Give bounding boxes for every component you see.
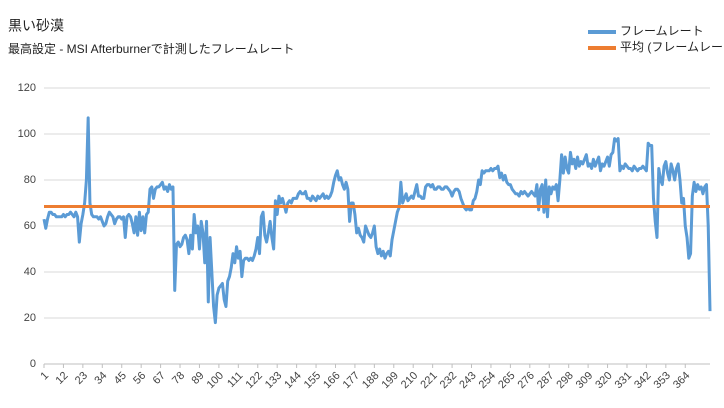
x-tick-label: 188 [360,370,381,391]
x-tick-label: 276 [516,370,537,391]
x-tick-label: 155 [302,370,323,391]
legend-label: フレームレート [620,24,704,38]
x-tick-label: 111 [225,370,245,390]
legend-label: 平均 (フレームレート) [620,40,724,54]
chart-title: 黒い砂漠 [8,18,64,34]
y-tick-label: 120 [18,82,36,94]
y-tick-label: 60 [24,220,36,232]
x-tick-label: 320 [593,370,614,391]
chart-subtitle: 最高設定 - MSI Afterburnerで計測したフレームレート [8,41,294,56]
x-tick-label: 298 [554,370,575,391]
x-tick-label: 1 [38,370,51,383]
x-tick-label: 210 [399,370,420,391]
x-tick-label: 364 [671,370,692,391]
y-tick-label: 80 [24,174,36,186]
x-tick-label: 331 [613,370,634,391]
x-tick-label: 353 [652,370,673,391]
x-tick-label: 232 [438,370,459,391]
x-tick-label: 342 [632,370,653,391]
x-tick-label: 78 [170,370,187,387]
x-tick-label: 199 [379,370,400,391]
x-tick-label: 45 [112,370,129,387]
x-tick-label: 166 [321,370,342,391]
y-tick-label: 0 [30,358,36,370]
x-tick-label: 56 [131,370,148,387]
x-tick-label: 309 [574,370,595,391]
x-tick-label: 221 [418,370,439,391]
x-tick-label: 23 [73,370,90,387]
y-tick-label: 40 [24,266,36,278]
x-tick-label: 133 [263,370,284,391]
series-line [42,116,712,325]
y-tick-label: 100 [18,128,36,140]
x-tick-label: 254 [477,370,498,391]
x-tick-label: 287 [535,370,556,391]
x-tick-label: 243 [457,370,478,391]
y-tick-label: 20 [24,312,36,324]
x-tick-label: 89 [189,370,206,387]
x-tick-label: 100 [205,370,226,391]
x-tick-label: 122 [243,370,264,391]
x-tick-label: 67 [151,370,168,387]
x-tick-label: 34 [92,370,109,387]
x-tick-label: 177 [341,370,362,391]
x-tick-label: 144 [282,370,303,391]
x-tick-label: 12 [53,370,70,387]
x-tick-label: 265 [496,370,517,391]
